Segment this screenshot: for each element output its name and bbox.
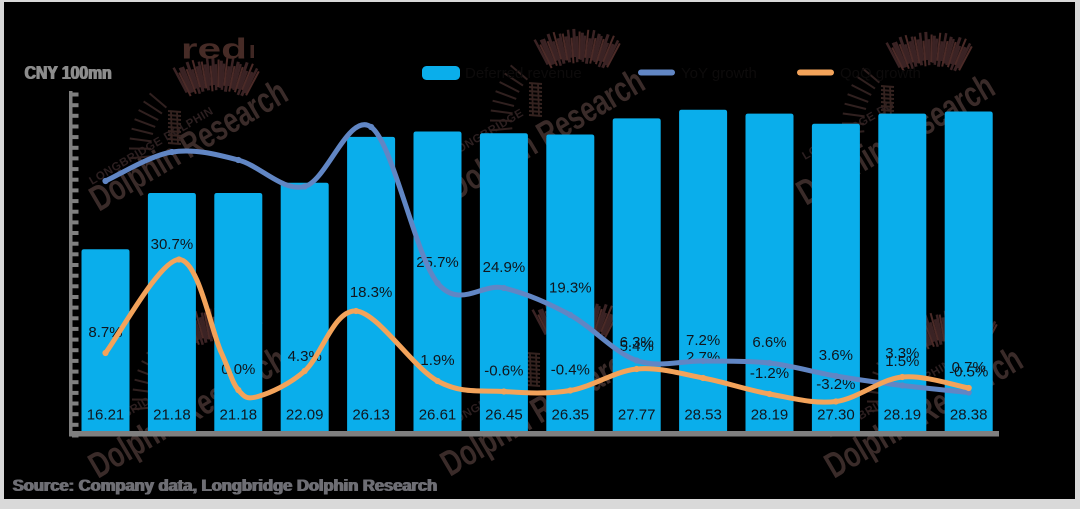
svg-text:1.9%: 1.9% xyxy=(420,352,454,369)
svg-text:26.61: 26.61 xyxy=(419,407,457,424)
svg-text:26.13: 26.13 xyxy=(352,407,390,424)
svg-text:26.45: 26.45 xyxy=(485,407,523,424)
svg-text:24.9%: 24.9% xyxy=(483,259,526,276)
svg-text:3.3%: 3.3% xyxy=(885,345,919,362)
svg-text:QoQ growth: QoQ growth xyxy=(840,65,921,82)
svg-text:28.19: 28.19 xyxy=(751,407,789,424)
svg-text:19.3%: 19.3% xyxy=(549,280,592,297)
svg-text:3.6%: 3.6% xyxy=(819,347,853,364)
svg-text:21.18: 21.18 xyxy=(153,407,191,424)
svg-text:28.19: 28.19 xyxy=(884,407,922,424)
svg-text:6.6%: 6.6% xyxy=(752,334,786,351)
svg-text:red: red xyxy=(181,34,247,66)
svg-text:7.2%: 7.2% xyxy=(686,332,720,349)
svg-text:28.53: 28.53 xyxy=(684,407,722,424)
svg-text:27.77: 27.77 xyxy=(618,407,656,424)
svg-text:28.38: 28.38 xyxy=(950,407,988,424)
svg-text:CNY 100mn: CNY 100mn xyxy=(24,63,111,83)
svg-text:22.09: 22.09 xyxy=(286,407,324,424)
svg-text:18.3%: 18.3% xyxy=(350,284,393,301)
svg-text:-0.6%: -0.6% xyxy=(484,363,523,380)
svg-text:26.35: 26.35 xyxy=(552,407,590,424)
svg-text:0.7%: 0.7% xyxy=(952,359,986,376)
svg-text:16.21: 16.21 xyxy=(87,407,125,424)
svg-text:YoY growth: YoY growth xyxy=(681,65,757,82)
svg-text:Deferred revenue: Deferred revenue xyxy=(465,65,582,82)
svg-text:Source: Company data, Longbrid: Source: Company data, Longbridge Dolphin… xyxy=(12,477,436,495)
svg-text:21.18: 21.18 xyxy=(220,407,258,424)
svg-text:30.7%: 30.7% xyxy=(151,236,194,253)
svg-text:27.30: 27.30 xyxy=(817,407,855,424)
svg-text:-0.4%: -0.4% xyxy=(551,362,590,379)
